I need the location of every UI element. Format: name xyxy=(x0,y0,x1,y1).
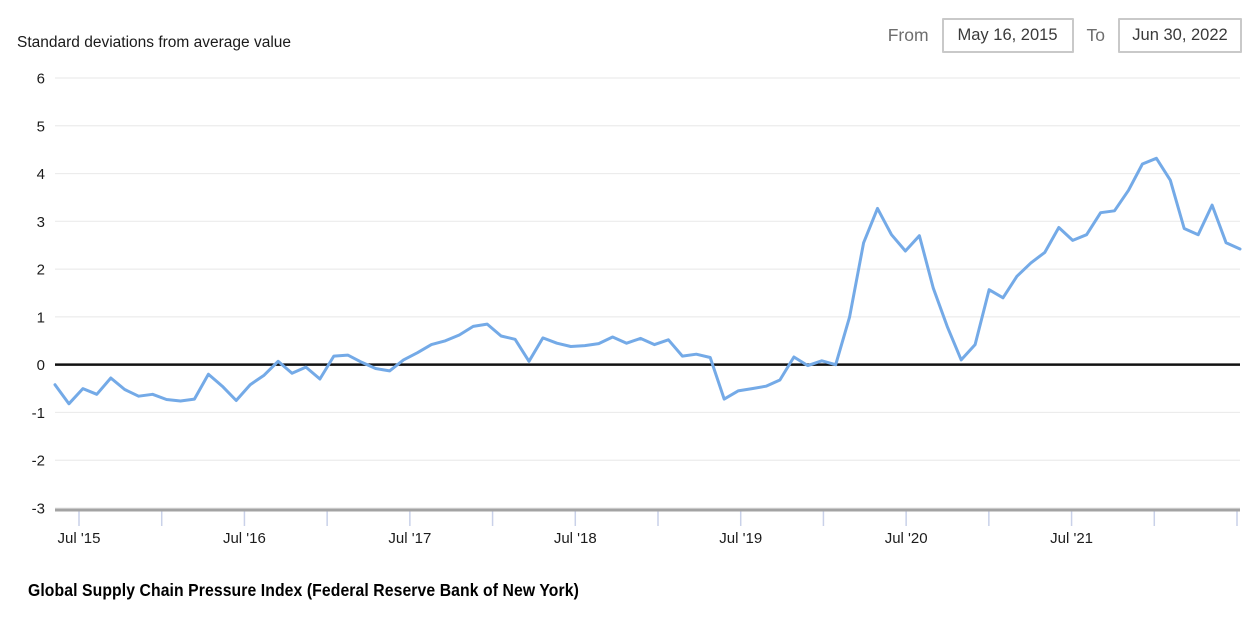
chart-plot-area[interactable] xyxy=(55,78,1240,508)
y-tick-label: 6 xyxy=(37,71,45,88)
x-tick-label: Jul '15 xyxy=(58,530,101,547)
from-date-input[interactable] xyxy=(941,18,1074,53)
x-tick-label: Jul '16 xyxy=(223,530,266,547)
from-label: From xyxy=(887,25,929,45)
y-tick-label: 2 xyxy=(37,262,45,279)
y-tick-label: 3 xyxy=(37,214,45,231)
x-tick-label: Jul '20 xyxy=(885,530,928,547)
x-tick-label: Jul '18 xyxy=(554,530,597,547)
x-tick-label: Jul '21 xyxy=(1050,530,1093,547)
gscpi-line xyxy=(53,156,1242,406)
y-tick-label: -2 xyxy=(32,453,45,470)
gscpi-chart: 6 5 4 3 2 1 0 -1 -2 -3 Jul '15 Jul '16 Jul '17 Jul '1… xyxy=(32,71,1242,547)
y-tick-label: -1 xyxy=(32,405,45,422)
x-tick-label: Jul '19 xyxy=(719,530,762,547)
date-range-controls: From To xyxy=(888,18,1242,53)
to-label: To xyxy=(1086,25,1105,45)
chart-caption: Global Supply Chain Pressure Index (Fede… xyxy=(28,580,579,600)
y-axis-title: Standard deviations from average value xyxy=(17,34,291,51)
y-tick-label: 0 xyxy=(37,357,45,374)
y-tick-label: -3 xyxy=(32,501,45,518)
y-tick-label: 1 xyxy=(37,309,45,326)
to-date-input[interactable] xyxy=(1118,18,1242,53)
y-tick-label: 4 xyxy=(37,166,45,183)
y-tick-label: 5 xyxy=(37,118,45,135)
x-tick-label: Jul '17 xyxy=(388,530,431,547)
